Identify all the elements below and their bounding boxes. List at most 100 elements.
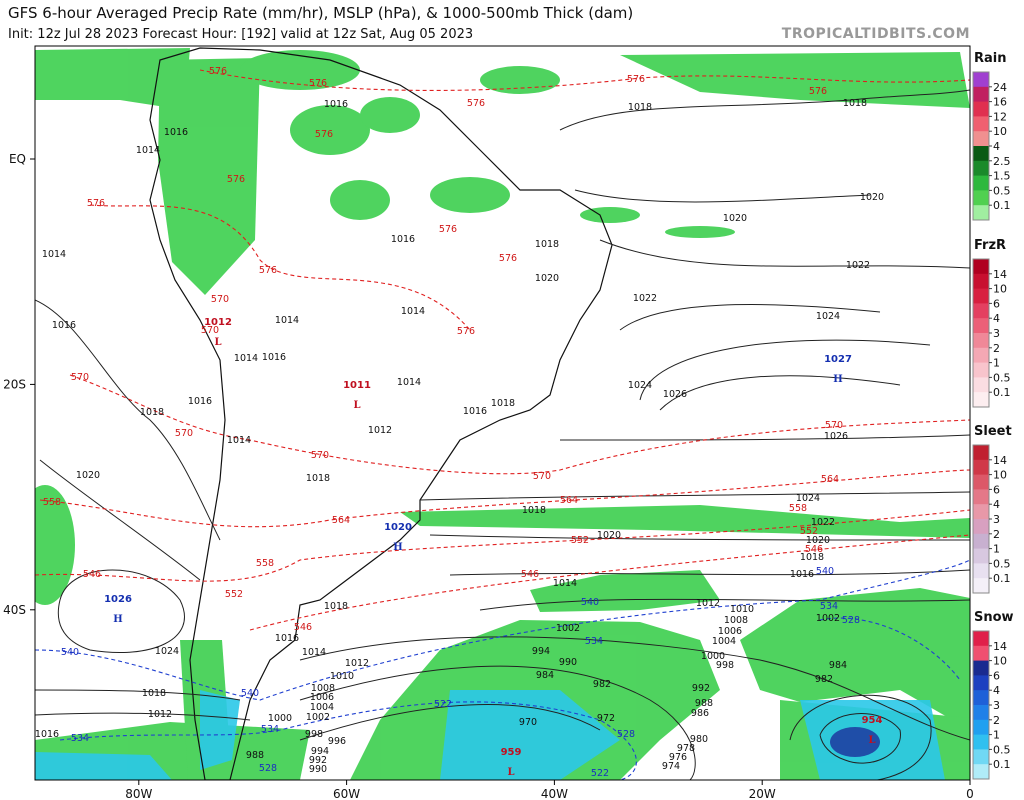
- isobar-label: 996: [328, 736, 346, 747]
- isobar-label: 1026: [824, 431, 848, 442]
- legend-swatch: [973, 160, 989, 177]
- thickness-label: 576: [467, 98, 485, 109]
- isobar-label: 1020: [597, 530, 621, 541]
- snow-areas: [35, 690, 945, 780]
- lon-tick-label: 80W: [125, 787, 152, 800]
- legend-label: 14: [993, 268, 1007, 281]
- isobar-label: 1014: [553, 578, 577, 589]
- legend-label: 3: [993, 327, 1000, 340]
- lat-tick-label: EQ: [9, 152, 26, 166]
- isobar-label: 1018: [140, 407, 164, 418]
- thickness-label: 576: [209, 66, 227, 77]
- isobar-label: 1002: [306, 712, 330, 723]
- legend-label: 2: [993, 714, 1000, 727]
- legend-swatch: [973, 190, 989, 206]
- isobar-label: 992: [309, 755, 327, 766]
- isobar-label: 1016: [52, 320, 76, 331]
- isobar-label: 1006: [310, 692, 334, 703]
- isobar-label: 1016: [35, 729, 59, 740]
- isobar-label: 1018: [491, 398, 515, 409]
- legend-swatch: [973, 504, 989, 520]
- legend-label: 6: [993, 669, 1000, 682]
- pressure-center-letter: L: [868, 735, 875, 746]
- low-thickness-label: 534: [261, 724, 279, 735]
- isobar-label: 986: [691, 708, 709, 719]
- low-thickness-label: 528: [842, 615, 860, 626]
- isobar-label: 978: [677, 743, 695, 754]
- legend-label: 0.1: [993, 199, 1011, 212]
- legend-label: 6: [993, 483, 1000, 496]
- thickness-label: 576: [627, 74, 645, 85]
- legend-label: 1: [993, 543, 1000, 556]
- thickness-label: 558: [256, 558, 274, 569]
- pressure-center-letter: L: [353, 400, 360, 411]
- isobar-label: 1016: [188, 396, 212, 407]
- legend-label: 2: [993, 342, 1000, 355]
- legend-title: Sleet: [974, 424, 1012, 439]
- isobar-label: 1016: [262, 352, 286, 363]
- thickness-label: 552: [225, 589, 243, 600]
- isobar-label: 1020: [806, 535, 830, 546]
- isobar-label: 1020: [860, 192, 884, 203]
- legend-swatch: [973, 734, 989, 750]
- isobar-label: 976: [669, 752, 687, 763]
- thickness-label: 576: [259, 265, 277, 276]
- legend-swatch: [973, 288, 989, 304]
- legend-swatch: [973, 690, 989, 706]
- low-thickness-label: 522: [591, 768, 609, 779]
- pressure-center-letter: L: [507, 767, 514, 778]
- legend-swatch: [973, 303, 989, 319]
- isobar-label: 1000: [701, 651, 725, 662]
- legend-swatch: [973, 392, 989, 408]
- isobar-label: 1012: [148, 709, 172, 720]
- thickness-label: 558: [43, 497, 61, 508]
- thickness-label: 570: [825, 420, 843, 431]
- isobar-label: 1002: [816, 613, 840, 624]
- thickness-label: 564: [560, 495, 578, 506]
- isobar-label: 984: [829, 660, 847, 671]
- thickness-label: 564: [332, 515, 350, 526]
- legend-swatch: [973, 101, 989, 117]
- subtitle: Init: 12z Jul 28 2023 Forecast Hour: [19…: [8, 27, 473, 42]
- isobar-label: 1024: [796, 493, 820, 504]
- legend-swatch: [973, 519, 989, 535]
- legend-swatch: [973, 273, 989, 290]
- thickness-label: 570: [201, 325, 219, 336]
- legend-swatch: [973, 705, 989, 721]
- legend-label: 14: [993, 454, 1007, 467]
- isobar-label: 1014: [227, 435, 251, 446]
- lat-tick-label: 40S: [3, 603, 26, 617]
- pressure-center-value: 954: [862, 715, 883, 726]
- isobar-label: 974: [662, 761, 680, 772]
- pressure-center-value: 1027: [824, 354, 852, 365]
- legend-label: 10: [993, 283, 1007, 296]
- legend-swatch: [973, 631, 989, 647]
- lon-tick-label: 40W: [541, 787, 568, 800]
- isobar-label: 972: [597, 713, 615, 724]
- pressure-center-letter: H: [393, 542, 402, 553]
- legend-title: Snow: [974, 610, 1014, 625]
- legend-label: 24: [993, 81, 1007, 94]
- isobar-label: 1014: [302, 647, 326, 658]
- isobar-label: 1018: [535, 239, 559, 250]
- isobar-label: 1016: [324, 99, 348, 110]
- isobar-label: 1018: [628, 102, 652, 113]
- isobar-label: 998: [716, 660, 734, 671]
- isobar-label: 994: [311, 746, 329, 757]
- isobar-label: 1014: [42, 249, 66, 260]
- legend-swatch: [973, 578, 989, 594]
- legend-label: 0.5: [993, 557, 1011, 570]
- legend-label: 10: [993, 469, 1007, 482]
- isobar-label: 1010: [730, 604, 754, 615]
- isobar-label: 1000: [268, 713, 292, 724]
- lon-tick-label: 60W: [333, 787, 360, 800]
- thickness-label: 576: [87, 198, 105, 209]
- low-thickness-label: 528: [259, 763, 277, 774]
- thickness-label: 546: [294, 622, 312, 633]
- isobar-label: 1006: [718, 626, 742, 637]
- thickness-label: 576: [315, 129, 333, 140]
- thickness-label: 564: [821, 474, 839, 485]
- legend-swatch: [973, 318, 989, 334]
- legend-swatch: [973, 205, 989, 221]
